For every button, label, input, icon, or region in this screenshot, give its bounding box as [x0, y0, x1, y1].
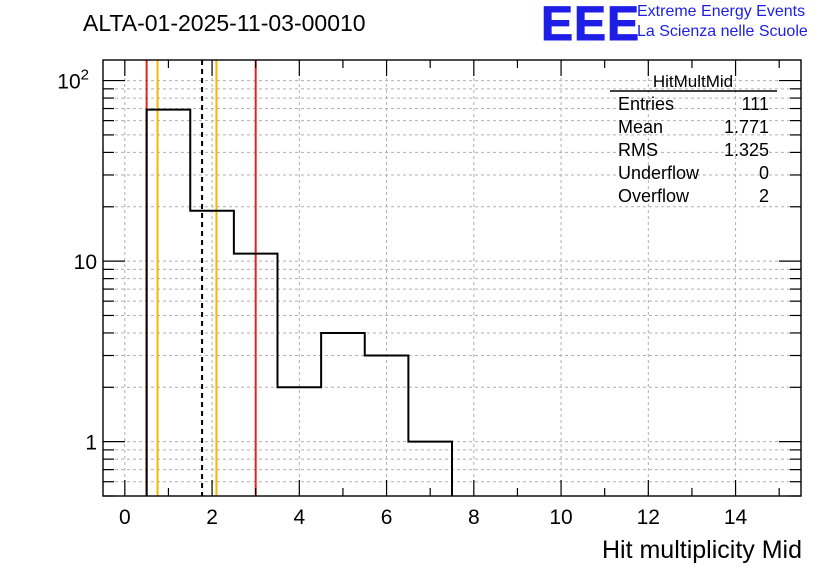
histogram-bin	[190, 211, 234, 496]
logo-line-1: Extreme Energy Events	[637, 3, 806, 20]
stats-row-value: 2	[759, 186, 769, 206]
x-tick-label: 2	[206, 506, 218, 529]
x-tick-label: 0	[119, 506, 131, 529]
x-tick-label: 6	[381, 506, 393, 529]
stats-row-label: Underflow	[618, 163, 700, 183]
x-axis-label: Hit multiplicity Mid	[602, 536, 802, 564]
axis-ticks	[103, 60, 801, 497]
grid	[103, 60, 801, 497]
plot-frame	[102, 59, 802, 497]
x-tick-label: 10	[549, 506, 572, 529]
x-tick-label: 4	[293, 506, 305, 529]
stats-row-label: Overflow	[618, 186, 690, 206]
stats-row-value: 1.325	[724, 140, 769, 160]
run-title: ALTA-01-2025-11-03-00010	[83, 10, 366, 36]
stats-row-value: 111	[742, 94, 769, 114]
stats-title: HitMultMid	[653, 72, 733, 91]
stats-row-label: Mean	[618, 117, 663, 137]
histogram-bin	[408, 442, 452, 496]
y-tick-label: 102	[57, 67, 89, 94]
x-tick-label: 12	[637, 506, 660, 529]
eee-logo: EEE	[540, 0, 641, 52]
tick-labels: 0 2 4 6 8 10 12 14 1 10 102	[57, 67, 747, 529]
y-tick-label: 1	[85, 432, 97, 455]
histogram-bin	[278, 387, 322, 496]
y-tick-label: 10	[74, 251, 97, 274]
histogram-bin	[365, 356, 409, 496]
logo-line-2: La Scienza nelle Scuole	[637, 23, 808, 40]
histogram-bin	[147, 110, 191, 496]
stats-row-value: 1.771	[724, 117, 769, 137]
stats-row-value: 0	[759, 163, 769, 183]
stats-row-label: RMS	[618, 140, 658, 160]
x-tick-label: 14	[724, 506, 748, 529]
histogram-bin	[321, 333, 365, 496]
x-tick-label: 8	[468, 506, 480, 529]
stats-box: HitMultMid Entries 111 Mean 1.771 RMS 1.325 Un…	[610, 72, 777, 206]
histogram	[145, 108, 453, 496]
histogram-outline	[145, 108, 453, 496]
histogram-bin	[234, 254, 278, 496]
stats-row-label: Entries	[618, 94, 674, 114]
